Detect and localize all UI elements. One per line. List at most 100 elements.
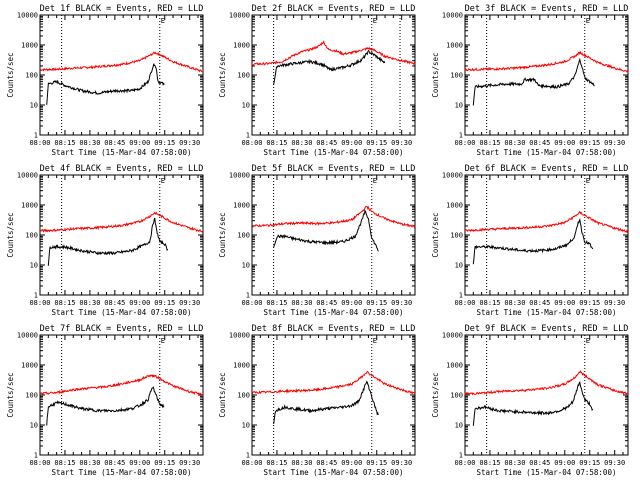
y-tick-label: 1000 — [446, 362, 463, 370]
x-tick-label: 08:45 — [316, 139, 337, 147]
x-tick-label: 09:30 — [604, 299, 625, 307]
x-tick-label: 08:30 — [79, 139, 100, 147]
y-axis-label: Counts/sec — [218, 212, 227, 257]
x-tick-label: 08:15 — [479, 139, 500, 147]
y-tick-label: 100 — [237, 232, 250, 240]
y-tick-label: 10 — [455, 422, 463, 430]
events-black-series — [47, 217, 169, 266]
x-tick-label: 08:00 — [29, 459, 50, 467]
x-tick-label: 08:15 — [54, 459, 75, 467]
x-tick-label: 08:00 — [454, 139, 475, 147]
x-tick-label: 08:30 — [291, 299, 312, 307]
lld-red-series — [464, 210, 629, 233]
panel-title: Det 2f BLACK = Events, RED = LLD — [252, 4, 416, 14]
lld-red-series — [251, 205, 416, 229]
events-black-series — [472, 57, 595, 106]
y-tick-label: 10000 — [442, 12, 463, 20]
y-tick-label: 10 — [242, 422, 250, 430]
x-tick-label: 08:15 — [266, 459, 287, 467]
x-tick-label: 09:30 — [391, 139, 412, 147]
x-tick-label: 09:00 — [129, 299, 150, 307]
y-tick-label: 1000 — [233, 362, 250, 370]
plot-frame — [464, 174, 629, 296]
plot-frame — [464, 14, 629, 136]
lld-red-series — [39, 373, 204, 397]
x-tick-label: 08:30 — [504, 459, 525, 467]
x-tick-label: 09:15 — [366, 139, 387, 147]
y-tick-label: 100 — [450, 392, 463, 400]
x-axis-label: Start Time (15-Mar-04 07:58:00) — [264, 148, 404, 157]
y-axis-label: Counts/sec — [431, 212, 440, 257]
x-tick-label: 08:30 — [291, 459, 312, 467]
detector-panel: Det 4f BLACK = Events, RED = LLD 1 10 100 10… — [6, 164, 204, 317]
panel-title: Det 7f BLACK = Events, RED = LLD — [40, 324, 204, 334]
x-tick-label: 09:00 — [129, 139, 150, 147]
x-axis-label: Start Time (15-Mar-04 07:58:00) — [52, 308, 192, 317]
lld-red-series — [464, 369, 629, 396]
plot-frame — [39, 14, 204, 136]
x-tick-label: 09:00 — [341, 459, 362, 467]
x-tick-label: 09:30 — [391, 459, 412, 467]
x-tick-label: 09:15 — [579, 299, 600, 307]
x-tick-label: 08:30 — [504, 139, 525, 147]
panel-title: Det 8f BLACK = Events, RED = LLD — [252, 324, 416, 334]
x-tick-label: 08:15 — [266, 299, 287, 307]
panel-title: Det 9f BLACK = Events, RED = LLD — [465, 324, 629, 334]
y-tick-label: 1000 — [446, 202, 463, 210]
y-tick-label: 10000 — [17, 12, 38, 20]
detector-panel: Det 2f BLACK = Events, RED = LLD 1 10 100 10… — [218, 4, 416, 157]
x-tick-label: 08:45 — [316, 459, 337, 467]
x-tick-label: 08:15 — [266, 139, 287, 147]
x-axis-label: Start Time (15-Mar-04 07:58:00) — [52, 468, 192, 477]
y-tick-label: 100 — [25, 392, 38, 400]
detector-panel: Det 3f BLACK = Events, RED = LLD 1 10 100 10… — [431, 4, 629, 157]
y-tick-label: 10000 — [229, 332, 250, 340]
lld-red-series — [39, 51, 204, 73]
x-tick-label: 09:15 — [154, 299, 175, 307]
x-axis-label: Start Time (15-Mar-04 07:58:00) — [477, 468, 617, 477]
y-axis-label: Counts/sec — [218, 372, 227, 417]
events-black-series — [273, 380, 379, 425]
y-tick-label: 1000 — [233, 202, 250, 210]
y-axis-label: Counts/sec — [6, 372, 15, 417]
detector-panel: Det 7f BLACK = Events, RED = LLD 1 10 100 10… — [6, 324, 204, 477]
y-tick-label: 10 — [455, 262, 463, 270]
events-black-series — [472, 218, 594, 265]
x-tick-label: 08:30 — [79, 459, 100, 467]
y-tick-label: 1000 — [233, 42, 250, 50]
plot-frame — [251, 14, 416, 136]
x-tick-label: 08:45 — [529, 459, 550, 467]
corner-mark: E — [161, 337, 165, 345]
detector-panel: Det 5f BLACK = Events, RED = LLD 1 10 100 10… — [218, 164, 416, 317]
y-tick-label: 1 — [246, 132, 250, 140]
x-tick-label: 08:45 — [316, 299, 337, 307]
detector-panel: Det 1f BLACK = Events, RED = LLD 1 10 100 10… — [6, 4, 204, 157]
y-tick-label: 1 — [459, 452, 463, 460]
y-tick-label: 1000 — [21, 202, 38, 210]
plot-frame — [464, 334, 629, 456]
x-tick-label: 09:30 — [391, 299, 412, 307]
x-tick-label: 08:15 — [54, 299, 75, 307]
y-tick-label: 1 — [34, 452, 38, 460]
x-axis-label: Start Time (15-Mar-04 07:58:00) — [264, 308, 404, 317]
events-black-series — [46, 63, 165, 105]
x-tick-label: 09:00 — [554, 139, 575, 147]
x-tick-label: 08:00 — [29, 139, 50, 147]
y-tick-label: 10000 — [17, 172, 38, 180]
x-tick-label: 09:30 — [179, 139, 200, 147]
x-tick-label: 08:45 — [104, 459, 125, 467]
lld-red-series — [251, 370, 416, 395]
detector-panel: Det 9f BLACK = Events, RED = LLD 1 10 100 10… — [431, 324, 629, 477]
plot-frame — [251, 334, 416, 456]
x-tick-label: 09:00 — [554, 299, 575, 307]
y-tick-label: 1 — [34, 292, 38, 300]
corner-mark: E — [161, 17, 165, 25]
detector-panel: Det 6f BLACK = Events, RED = LLD 1 10 100 10… — [431, 164, 629, 317]
lld-red-series — [251, 40, 416, 66]
y-tick-label: 1 — [34, 132, 38, 140]
plot-frame — [39, 334, 204, 456]
y-tick-label: 1000 — [21, 42, 38, 50]
events-black-series — [273, 49, 386, 85]
corner-mark: E — [586, 17, 590, 25]
